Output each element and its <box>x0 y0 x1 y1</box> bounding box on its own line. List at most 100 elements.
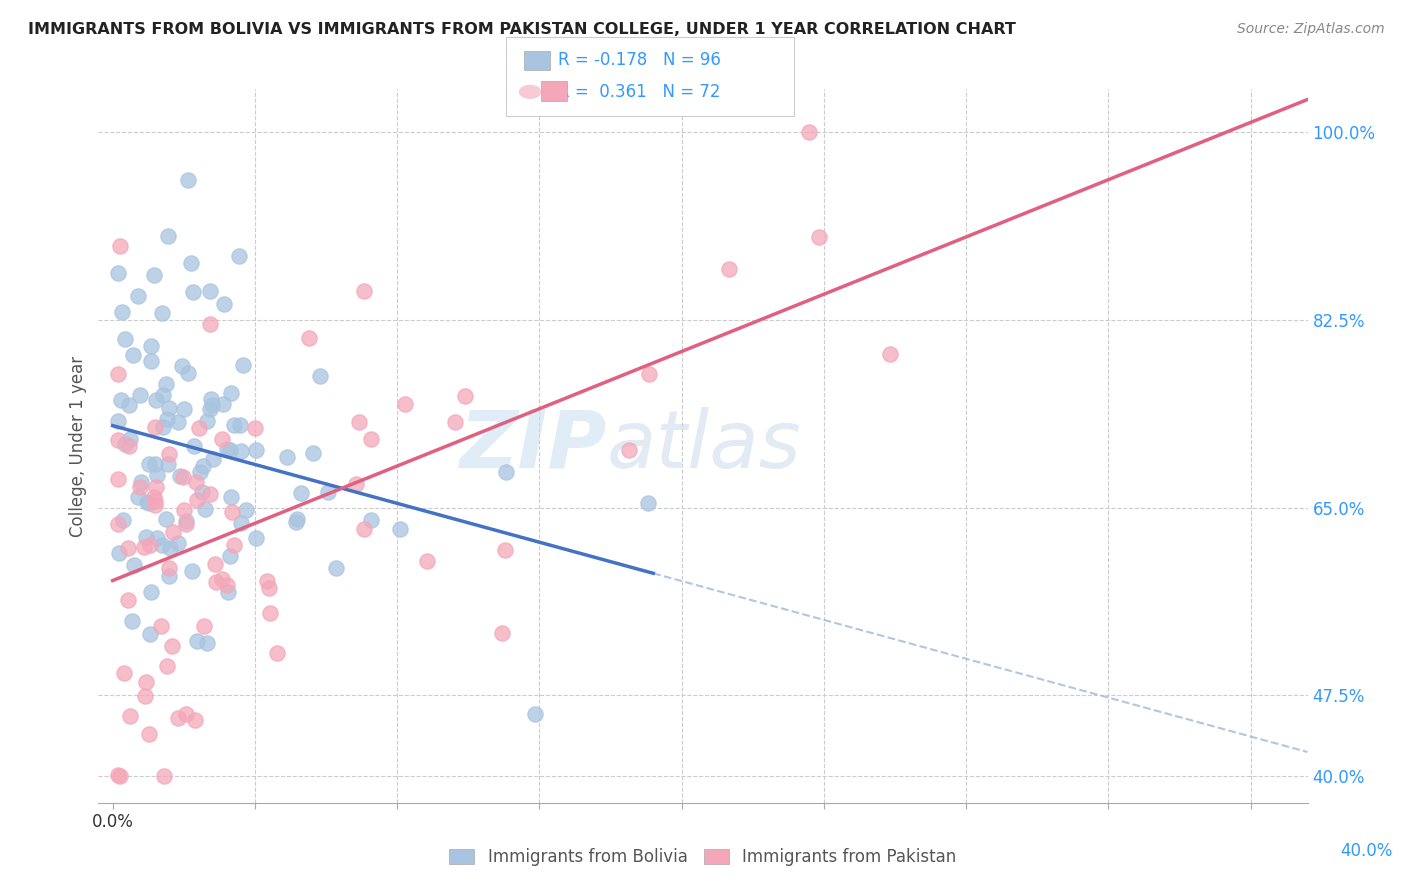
Text: 40.0%: 40.0% <box>1340 842 1392 860</box>
Point <box>243 421 266 435</box>
Point <box>177 173 200 187</box>
Point <box>107 434 129 448</box>
Point <box>195 414 218 428</box>
Point <box>177 366 200 380</box>
Point <box>302 446 325 460</box>
Point <box>150 306 173 320</box>
Point <box>218 442 240 457</box>
Point <box>204 558 226 572</box>
Point <box>191 484 214 499</box>
Point <box>131 475 153 489</box>
Point <box>107 516 129 531</box>
Point <box>143 268 166 283</box>
Point <box>107 472 129 486</box>
Point <box>394 397 416 411</box>
Point <box>186 633 208 648</box>
Point <box>228 249 250 263</box>
Point <box>156 659 179 673</box>
Point <box>229 444 252 458</box>
Point <box>167 711 190 725</box>
Point <box>117 541 139 555</box>
Point <box>138 496 160 510</box>
Point <box>160 639 183 653</box>
Point <box>173 402 195 417</box>
Point <box>201 398 224 412</box>
Point <box>127 491 149 505</box>
Point <box>797 125 820 139</box>
Point <box>494 543 516 558</box>
Point <box>205 574 228 589</box>
Point <box>256 574 278 588</box>
Point <box>157 401 180 416</box>
Point <box>139 338 162 352</box>
Point <box>316 484 339 499</box>
Point <box>217 578 239 592</box>
Point <box>167 415 190 429</box>
Point <box>245 443 267 458</box>
Point <box>157 447 180 461</box>
Point <box>121 615 143 629</box>
Point <box>211 397 233 411</box>
Point <box>132 540 155 554</box>
Point <box>232 358 254 372</box>
Point <box>153 769 176 783</box>
Point <box>129 388 152 402</box>
Point <box>221 490 243 504</box>
Point <box>309 368 332 383</box>
Point <box>138 727 160 741</box>
Point <box>120 709 142 723</box>
Point <box>211 572 233 586</box>
Text: atlas: atlas <box>606 407 801 485</box>
Text: IMMIGRANTS FROM BOLIVIA VS IMMIGRANTS FROM PAKISTAN COLLEGE, UNDER 1 YEAR CORREL: IMMIGRANTS FROM BOLIVIA VS IMMIGRANTS FR… <box>28 22 1017 37</box>
Point <box>344 477 367 491</box>
Point <box>214 297 236 311</box>
Point <box>139 538 162 552</box>
Point <box>127 289 149 303</box>
Point <box>141 585 163 599</box>
Point <box>139 627 162 641</box>
Point <box>190 466 212 480</box>
Point <box>110 769 132 783</box>
Point <box>114 437 136 451</box>
Point <box>200 401 222 416</box>
Point <box>353 284 375 298</box>
Point <box>219 385 242 400</box>
Point <box>146 467 169 482</box>
Point <box>145 531 167 545</box>
Point <box>107 768 129 782</box>
Point <box>491 625 513 640</box>
Point <box>879 347 901 361</box>
Text: R =  0.361   N = 72: R = 0.361 N = 72 <box>558 83 721 101</box>
Point <box>174 707 197 722</box>
Text: Source: ZipAtlas.com: Source: ZipAtlas.com <box>1237 22 1385 37</box>
Point <box>224 418 246 433</box>
Point <box>155 377 177 392</box>
Point <box>145 480 167 494</box>
Point <box>454 389 477 403</box>
Point <box>110 393 132 408</box>
Point <box>143 457 166 471</box>
Point <box>217 585 239 599</box>
Point <box>195 636 218 650</box>
Point <box>186 492 208 507</box>
Point <box>155 512 177 526</box>
Point <box>107 266 129 280</box>
Point <box>118 398 141 412</box>
Point <box>276 450 298 464</box>
Point <box>152 388 174 402</box>
Point <box>117 439 139 453</box>
Point <box>194 501 217 516</box>
Point <box>170 359 193 374</box>
Point <box>181 564 204 578</box>
Point <box>108 239 131 253</box>
Point <box>107 368 129 382</box>
Point <box>184 713 207 727</box>
Point <box>198 487 221 501</box>
Point <box>807 230 830 244</box>
Point <box>117 592 139 607</box>
Point <box>138 457 160 471</box>
Point <box>523 707 546 722</box>
Point <box>135 530 157 544</box>
Legend: Immigrants from Bolivia, Immigrants from Pakistan: Immigrants from Bolivia, Immigrants from… <box>450 847 956 866</box>
Point <box>211 432 233 446</box>
